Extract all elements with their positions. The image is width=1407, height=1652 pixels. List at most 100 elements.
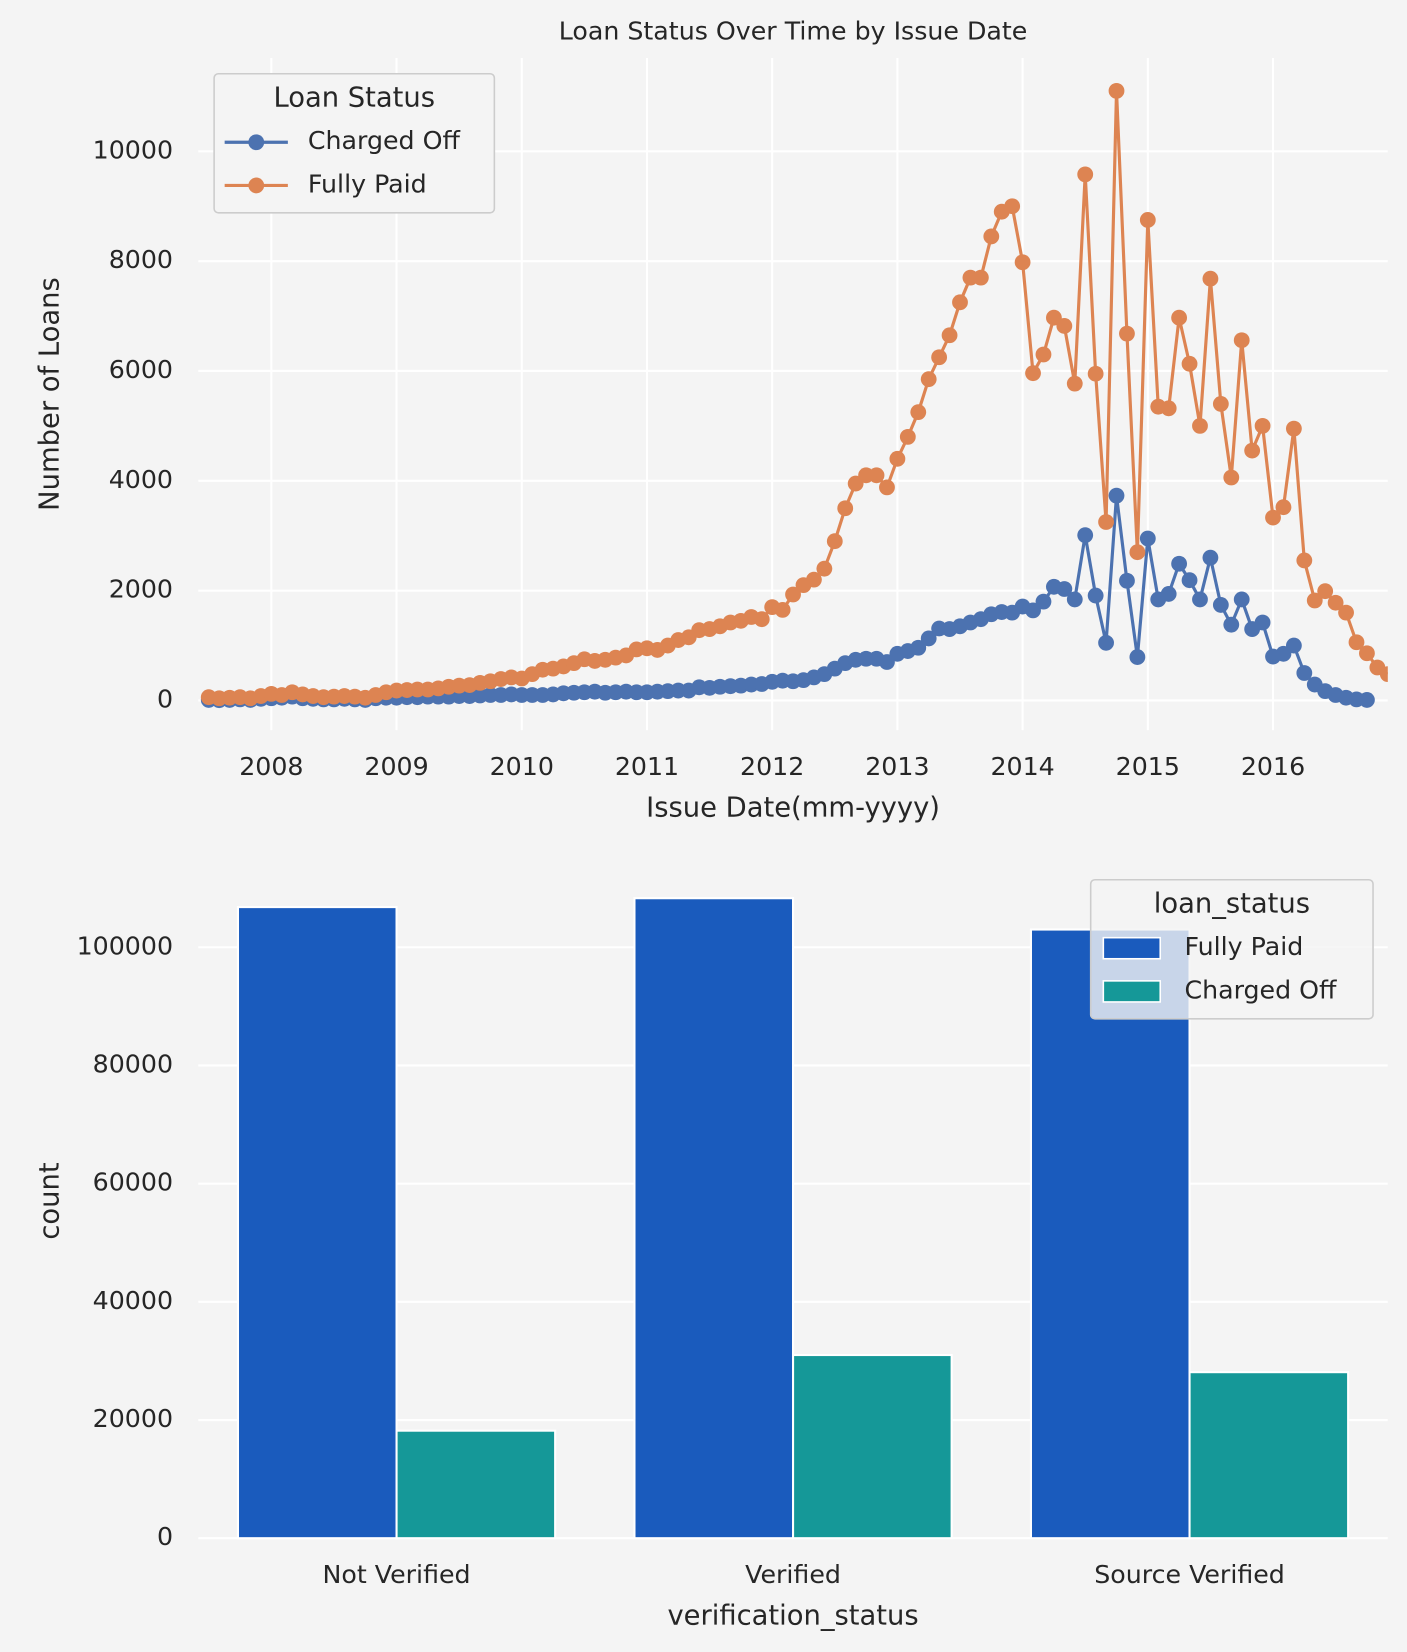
legend-box [1089,878,1374,1020]
point [910,639,927,656]
point [1285,637,1302,654]
y-tick-label: 100000 [77,931,173,960]
x-tick-label: 2010 [490,752,554,781]
x-tick-label: 2011 [615,752,679,781]
point [1087,365,1104,382]
point [1359,692,1375,708]
point [931,349,948,366]
bar [633,897,795,1540]
point [1108,487,1125,504]
point [1317,583,1334,600]
legend-swatch [1102,980,1162,1003]
point [1212,396,1229,412]
y-tick-label: 0 [157,684,173,713]
point [1212,597,1229,613]
point [1129,649,1146,665]
point [941,327,958,344]
point [879,479,895,496]
point [1139,212,1156,228]
point [1077,166,1094,183]
point [1035,346,1052,363]
point [1296,552,1313,569]
x-tick-label: 2009 [364,752,428,781]
y-axis-label: Number of Loans [34,277,65,511]
y-tick-label: 20000 [93,1404,173,1433]
point [1171,309,1188,326]
y-tick-label: 2000 [109,575,173,604]
x-tick-label: 2008 [239,752,303,781]
point [1129,544,1146,561]
chart-title: Loan Status Over Time by Issue Date [559,17,1028,46]
point [1265,509,1281,526]
point [952,294,968,311]
legend-label: Fully Paid [308,169,427,198]
point [1066,375,1083,392]
point [1181,355,1198,372]
point [1171,555,1188,572]
point [1223,469,1240,486]
x-tick-label: Source Verified [1094,1560,1285,1589]
point [826,533,843,550]
point [1035,593,1052,610]
point [868,467,885,484]
point [1233,332,1250,349]
point [1108,82,1125,99]
point [1160,400,1177,417]
legend-label: Charged Off [308,126,461,155]
point [1160,586,1177,602]
point [972,269,989,286]
point [1077,527,1094,544]
point [1066,591,1083,608]
point [1285,420,1302,437]
point [1306,592,1323,609]
point [1275,499,1292,516]
point [1327,594,1344,611]
point [1233,591,1250,608]
point [1223,616,1240,633]
legend-swatch [1102,936,1162,960]
y-tick-label: 4000 [109,465,173,494]
bar [792,1353,953,1540]
bar [236,906,398,1540]
legend-marker [248,177,265,194]
point [1379,666,1388,683]
point [1098,514,1114,530]
point [1004,198,1021,215]
x-tick-label: Not Verified [323,1560,471,1589]
legend-box [213,72,496,214]
point [1254,417,1271,434]
point [899,428,916,445]
x-tick-label: 2014 [990,752,1054,781]
point [1087,587,1104,604]
legend-title: loan_status [1154,889,1310,920]
y-tick-label: 10000 [93,135,173,164]
x-tick-label: 2012 [740,752,804,781]
bar [395,1429,557,1540]
legend-title: Loan Status [273,83,435,114]
x-axis-label: Issue Date(mm-yyyy) [646,793,940,824]
point [1359,645,1375,662]
y-tick-label: 0 [157,1522,173,1551]
point [1119,325,1135,342]
legend-marker [248,134,265,151]
point [1025,365,1041,382]
point [806,571,822,588]
bar [1188,1371,1350,1540]
x-axis-label: verification_status [667,1601,918,1632]
x-tick-label: 2015 [1116,752,1180,781]
point [1139,530,1156,547]
point [837,500,854,517]
point [1244,442,1261,459]
point [910,404,927,421]
point [753,611,770,628]
point [1254,614,1271,631]
point [1056,318,1073,334]
point [920,371,937,388]
plot-group [200,82,1388,709]
y-axis-label: count [34,1162,65,1239]
point [1202,270,1219,287]
point [1119,572,1135,589]
y-tick-label: 80000 [93,1049,173,1078]
x-tick-label: 2013 [865,752,929,781]
